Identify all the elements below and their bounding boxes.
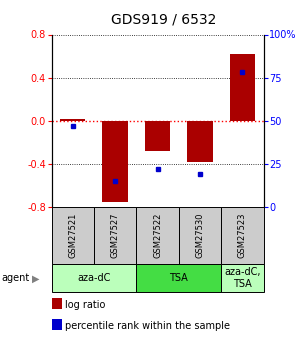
Bar — [230, 54, 255, 121]
Bar — [52, 264, 136, 292]
Text: aza-dC: aza-dC — [77, 273, 111, 283]
Text: ▶: ▶ — [32, 274, 39, 283]
Bar — [94, 207, 136, 264]
Bar — [145, 121, 170, 151]
Text: GSM27522: GSM27522 — [153, 213, 162, 258]
Text: GSM27530: GSM27530 — [195, 213, 205, 258]
Bar — [102, 121, 128, 201]
Text: GDS919 / 6532: GDS919 / 6532 — [111, 12, 216, 26]
Bar — [221, 264, 264, 292]
Text: GSM27521: GSM27521 — [68, 213, 77, 258]
Text: agent: agent — [2, 273, 30, 283]
Bar — [136, 207, 179, 264]
Text: log ratio: log ratio — [65, 300, 105, 310]
Text: GSM27527: GSM27527 — [111, 213, 120, 258]
Bar — [221, 207, 264, 264]
Bar — [187, 121, 213, 162]
Bar — [179, 207, 221, 264]
Text: percentile rank within the sample: percentile rank within the sample — [65, 321, 230, 331]
Bar — [60, 119, 85, 121]
Text: TSA: TSA — [169, 273, 188, 283]
Text: aza-dC,
TSA: aza-dC, TSA — [224, 267, 261, 288]
Text: GSM27523: GSM27523 — [238, 213, 247, 258]
Bar — [136, 264, 221, 292]
Bar — [52, 207, 94, 264]
